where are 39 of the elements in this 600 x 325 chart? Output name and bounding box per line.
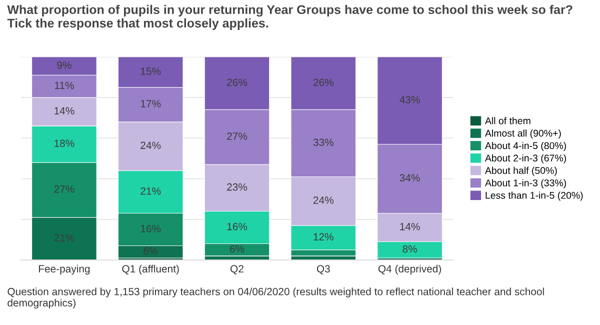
text: Question answered by 1,153 primary teachers on 04/06/2020 (results weighted to reflect national teacher and school demographics) [8, 288, 544, 309]
legend-label: About 2-in-3 (67%) [484, 154, 566, 164]
x-tick-label: Q2 [230, 265, 244, 274]
data-label: 14% [54, 107, 74, 114]
data-label: 27% [227, 132, 248, 140]
data-label: 6% [230, 245, 244, 253]
data-label: 16% [140, 224, 161, 232]
data-label: 27% [54, 185, 74, 193]
chart-title: What proportion of pupils in your returning Year Groups have come to school this week so far? Tick the response that most closely applies. [7, 4, 572, 30]
data-label: 43% [400, 96, 420, 104]
legend-label: About half (50%) [484, 166, 557, 176]
legend-label: About 4-in-5 (80%) [484, 142, 566, 152]
data-label: 21% [140, 187, 161, 195]
data-label: 26% [227, 78, 248, 86]
data-label: 17% [140, 100, 161, 108]
data-label: 8% [402, 245, 417, 253]
data-label: 24% [140, 142, 161, 150]
data-label: 21% [54, 234, 74, 242]
x-tick-label: Q1 (affluent) [122, 264, 179, 275]
data-label: 26% [314, 78, 334, 86]
data-label: 9% [57, 61, 72, 69]
data-label: 16% [227, 222, 248, 230]
data-label: 11% [54, 82, 74, 90]
data-label: 33% [313, 138, 334, 146]
x-tick-label: Q4 (deprived) [378, 264, 441, 275]
legend-label: All of them [484, 117, 530, 124]
x-tick-label: Fee-paying [39, 264, 90, 275]
data-label: 15% [140, 68, 161, 75]
legend-label: Almost all (90%+) [484, 130, 561, 139]
x-tick-label: Q3 [316, 265, 330, 274]
data-label: 23% [227, 183, 248, 191]
legend-label: About 1-in-3 (33%) [484, 179, 566, 188]
data-label: 24% [314, 196, 334, 204]
data-label: 6% [144, 247, 158, 255]
data-label: 18% [54, 140, 74, 148]
legend-label: Less than 1-in-5 (20%) [486, 192, 583, 201]
data-label: 34% [400, 174, 420, 182]
data-label: 12% [314, 233, 334, 240]
data-label: 14% [400, 222, 420, 230]
